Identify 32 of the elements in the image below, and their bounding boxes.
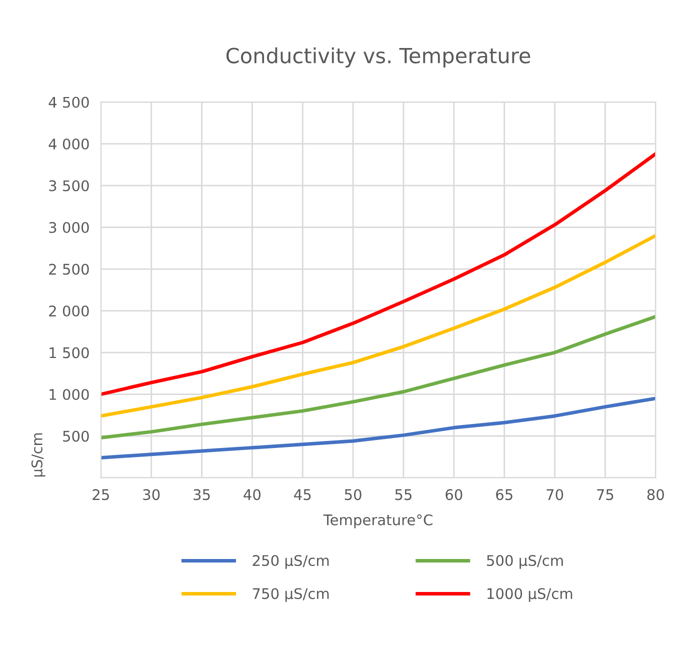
x-tick-label: 50: [344, 489, 362, 500]
y-tick-label: 3 000: [49, 222, 89, 234]
x-tick-label: 80: [647, 489, 664, 500]
legend-label: 750 µS/cm: [252, 588, 329, 602]
legend-label: 500 µS/cm: [487, 555, 563, 569]
legend-label: 1000 µS/cm: [488, 588, 572, 602]
y-tick-label: 1 000: [50, 388, 89, 400]
y-tick-label: 3 500: [49, 180, 89, 192]
line-series: [100, 314, 656, 440]
chart-title: Conductivity vs. Temperature: [226, 47, 530, 68]
x-tick-label: 40: [244, 489, 261, 500]
line-series: [100, 396, 656, 460]
x-tick-label: 75: [597, 489, 614, 500]
x-tick-label: 60: [446, 489, 462, 500]
x-tick-label: 45: [294, 489, 311, 500]
y-tick-label: 500: [63, 430, 89, 442]
y-tick-label: 1 500: [50, 347, 89, 358]
x-tick-label: 30: [143, 489, 160, 500]
x-tick-label: 70: [546, 489, 564, 500]
y-axis-title: µS/cm: [31, 433, 46, 477]
x-tick-label: 35: [194, 489, 210, 500]
y-tick-label: 4 000: [48, 138, 89, 150]
line-series: [100, 234, 656, 418]
y-tick-label: 2 000: [49, 305, 89, 317]
y-tick-label: 4 500: [48, 96, 89, 108]
x-tick-label: 55: [395, 489, 412, 500]
legend-label: 250 µS/cm: [252, 555, 329, 569]
x-tick-label: 25: [92, 489, 109, 500]
x-axis-title: Temperature°C: [323, 514, 432, 528]
line-series: [100, 152, 656, 396]
y-tick-label: 2 500: [49, 264, 89, 275]
x-tick-label: 65: [496, 489, 512, 500]
